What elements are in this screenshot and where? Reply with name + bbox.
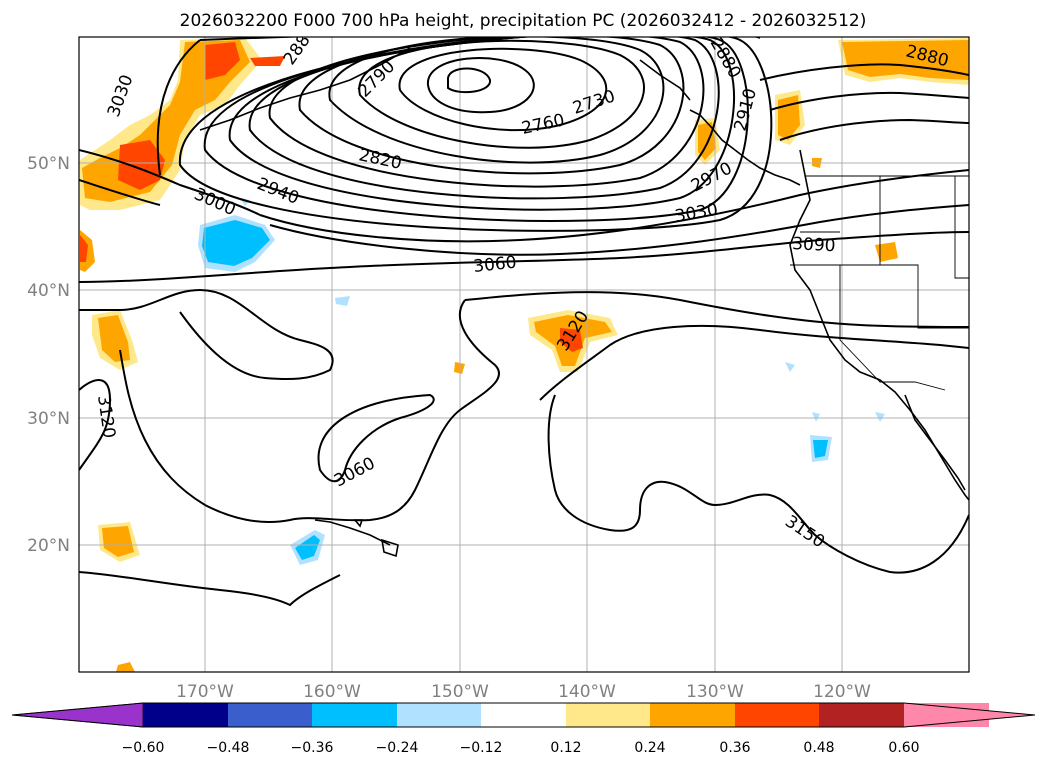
colorbar-tick-label: 0.60 — [888, 740, 919, 756]
colorbar-tick-label: −0.12 — [460, 740, 503, 756]
colorbar-tick-label: −0.48 — [207, 740, 250, 756]
colorbar-outline — [11, 702, 1036, 728]
colorbar-tick-label: 0.12 — [550, 740, 581, 756]
political-borders — [790, 175, 969, 391]
colorbar-bin — [819, 703, 904, 727]
colorbar-bin — [312, 703, 397, 727]
precip-negative-shading — [198, 198, 885, 565]
x-tick-label: 170°W — [176, 682, 234, 702]
colorbar-tick-label: −0.24 — [376, 740, 419, 756]
x-tick-label: 160°W — [303, 682, 361, 702]
colorbar-bin — [650, 703, 735, 727]
colorbar-tick-label: 0.48 — [803, 740, 834, 756]
contour-label: 3060 — [472, 253, 517, 277]
colorbar-under-arrow — [11, 702, 144, 728]
colorbar-bin — [735, 703, 819, 727]
gridlines — [79, 37, 969, 672]
colorbar-tick-label: −0.36 — [291, 740, 334, 756]
map-area: 3030 2880 2790 2730 2760 2820 2940 3000 … — [79, 37, 969, 672]
x-tick-label: 150°W — [431, 682, 489, 702]
height-contours — [79, 37, 969, 607]
colorbar-tick-label: −0.60 — [122, 740, 165, 756]
colorbar-over-arrow — [904, 703, 1035, 727]
colorbar-tick-label: 0.24 — [634, 740, 665, 756]
colorbar-tick-label: 0.36 — [719, 740, 750, 756]
y-axis-labels: 50°N 40°N 30°N 20°N — [27, 154, 70, 556]
colorbar: −0.60 −0.48 −0.36 −0.24 −0.12 0.12 0.24 … — [11, 702, 1036, 756]
contour-label: 3090 — [792, 234, 836, 256]
x-axis-labels: 170°W 160°W 150°W 140°W 130°W 120°W — [176, 682, 871, 702]
y-tick-label: 20°N — [27, 536, 70, 556]
y-tick-label: 50°N — [27, 154, 70, 174]
y-tick-label: 30°N — [27, 409, 70, 429]
map-title: 2026032200 F000 700 hPa height, precipit… — [180, 11, 867, 31]
y-tick-label: 40°N — [27, 281, 70, 301]
colorbar-bin — [397, 703, 481, 727]
colorbar-bin — [566, 703, 650, 727]
colorbar-bin — [228, 703, 312, 727]
colorbar-bin — [143, 703, 228, 727]
x-tick-label: 130°W — [686, 682, 744, 702]
map-frame — [78, 36, 970, 673]
x-tick-label: 120°W — [813, 682, 871, 702]
x-tick-label: 140°W — [558, 682, 616, 702]
colorbar-bin — [481, 703, 566, 727]
